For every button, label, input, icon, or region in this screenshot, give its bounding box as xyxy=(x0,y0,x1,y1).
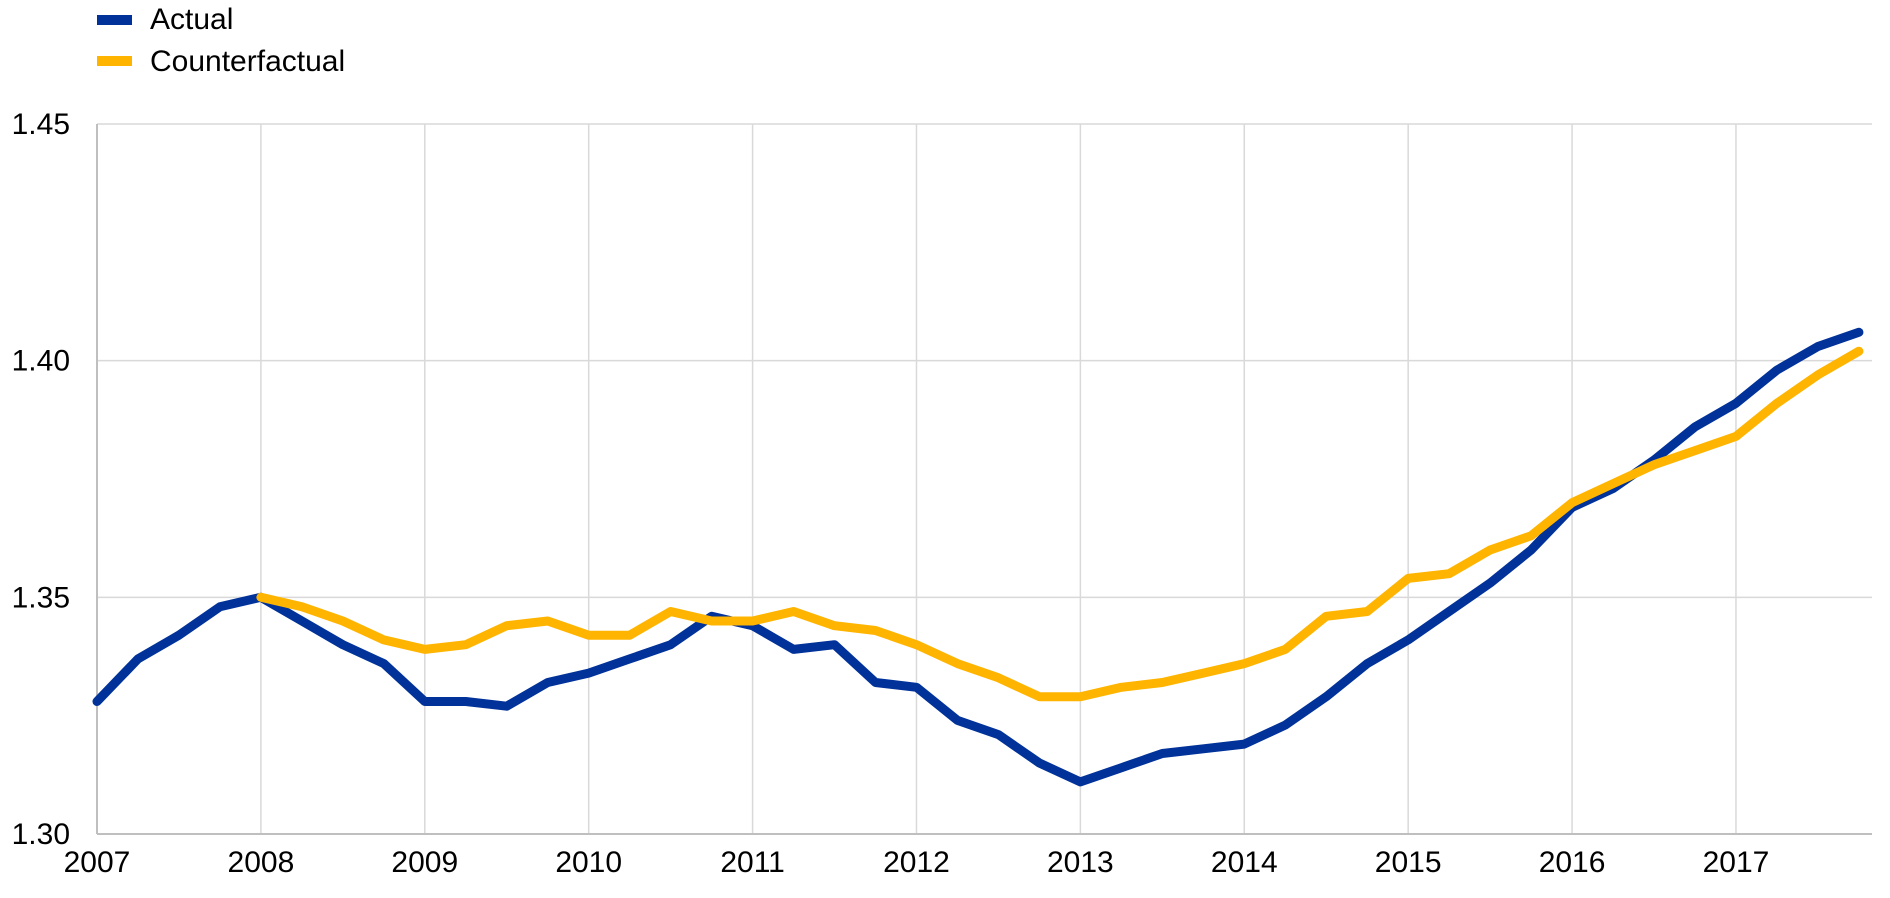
y-tick-label: 1.45 xyxy=(12,108,70,141)
legend-label-actual: Actual xyxy=(150,3,233,36)
legend-label-counterfactual: Counterfactual xyxy=(150,45,345,78)
y-tick-labels: 1.30 1.35 1.40 1.45 xyxy=(12,108,70,851)
gridlines xyxy=(97,123,1872,834)
series-lines xyxy=(92,327,1864,787)
x-tick-label: 2015 xyxy=(1375,846,1442,879)
x-tick-label: 2012 xyxy=(883,846,950,879)
x-tick-label: 2007 xyxy=(64,846,131,879)
x-tick-labels: 2007 2008 2009 2010 2011 2012 2013 2014 2015 2016… xyxy=(64,846,1770,879)
x-tick-label: 2013 xyxy=(1047,846,1114,879)
y-tick-label: 1.35 xyxy=(12,581,70,614)
series-line-counterfactual xyxy=(256,346,1864,702)
x-tick-label: 2017 xyxy=(1703,846,1770,879)
x-tick-label: 2014 xyxy=(1211,846,1278,879)
y-tick-label: 1.30 xyxy=(12,818,70,851)
axes xyxy=(96,124,1872,835)
y-tick-label: 1.40 xyxy=(12,345,70,378)
legend-swatch-actual xyxy=(97,15,132,25)
legend: Actual Counterfactual xyxy=(97,3,345,78)
x-tick-label: 2008 xyxy=(228,846,295,879)
x-tick-label: 2011 xyxy=(720,846,785,879)
x-tick-label: 2010 xyxy=(555,846,622,879)
legend-swatch-counterfactual xyxy=(97,56,132,66)
x-tick-label: 2009 xyxy=(391,846,458,879)
x-tick-label: 2016 xyxy=(1539,846,1606,879)
series-line-actual xyxy=(92,327,1864,787)
